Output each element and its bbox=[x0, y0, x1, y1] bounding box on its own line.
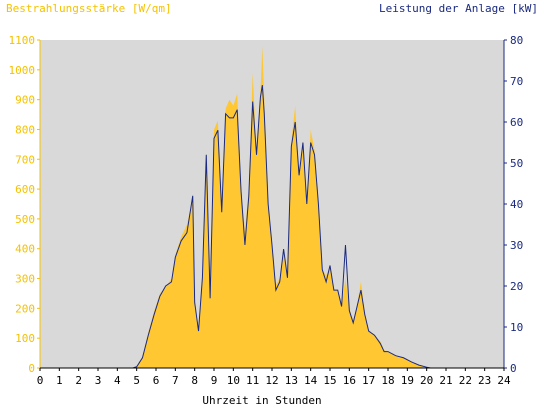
x-tick-label: 0 bbox=[37, 374, 44, 387]
x-ticks: 0 1 2 3 4 5 6 7 8 9 10 11 12 13 14 15 16 17 18 19 20 21 22 23 24 bbox=[37, 368, 511, 387]
x-tick-label: 15 bbox=[323, 374, 336, 387]
right-tick-label: 80 bbox=[510, 34, 523, 47]
power-line-layer bbox=[40, 85, 504, 369]
x-tick-label: 14 bbox=[304, 374, 318, 387]
x-tick-label: 2 bbox=[75, 374, 82, 387]
x-tick-label: 16 bbox=[343, 374, 356, 387]
x-tick-label: 8 bbox=[191, 374, 198, 387]
x-tick-label: 20 bbox=[420, 374, 433, 387]
left-tick-label: 100 bbox=[15, 332, 35, 345]
right-tick-label: 40 bbox=[510, 198, 523, 211]
x-tick-label: 18 bbox=[381, 374, 394, 387]
x-tick-label: 4 bbox=[114, 374, 121, 387]
left-tick-label: 200 bbox=[15, 302, 35, 315]
x-tick-label: 7 bbox=[172, 374, 179, 387]
left-tick-label: 400 bbox=[15, 243, 35, 256]
x-tick-label: 9 bbox=[211, 374, 218, 387]
x-tick-label: 17 bbox=[362, 374, 375, 387]
left-tick-label: 900 bbox=[15, 94, 35, 107]
right-tick-label: 10 bbox=[510, 321, 523, 334]
x-tick-label: 6 bbox=[153, 374, 160, 387]
left-tick-label: 1000 bbox=[9, 64, 36, 77]
x-tick-label: 21 bbox=[439, 374, 452, 387]
right-ticks: 0 10 20 30 40 50 60 70 80 bbox=[504, 34, 523, 375]
left-tick-label: 300 bbox=[15, 273, 35, 286]
x-tick-label: 19 bbox=[401, 374, 414, 387]
x-tick-label: 1 bbox=[56, 374, 63, 387]
right-tick-label: 0 bbox=[510, 362, 517, 375]
x-tick-label: 13 bbox=[285, 374, 298, 387]
right-tick-label: 70 bbox=[510, 75, 523, 88]
x-axis-title: Uhrzeit in Stunden bbox=[202, 394, 321, 407]
x-tick-label: 22 bbox=[459, 374, 472, 387]
right-tick-label: 50 bbox=[510, 157, 523, 170]
left-tick-label: 500 bbox=[15, 213, 35, 226]
right-tick-label: 20 bbox=[510, 280, 523, 293]
left-tick-label: 700 bbox=[15, 153, 35, 166]
left-tick-label: 1100 bbox=[9, 34, 36, 47]
left-tick-label: 800 bbox=[15, 123, 35, 136]
x-tick-label: 11 bbox=[246, 374, 259, 387]
power-line bbox=[40, 85, 504, 369]
x-tick-label: 10 bbox=[227, 374, 240, 387]
left-tick-label: 0 bbox=[28, 362, 35, 375]
left-tick-label: 600 bbox=[15, 183, 35, 196]
right-tick-label: 30 bbox=[510, 239, 523, 252]
x-tick-label: 12 bbox=[265, 374, 278, 387]
left-axis-title: Bestrahlungsstärke [W/qm] bbox=[6, 2, 172, 15]
irradiance-area-layer bbox=[40, 45, 504, 369]
x-tick-label: 23 bbox=[478, 374, 491, 387]
irradiance-area bbox=[40, 45, 504, 369]
right-axis-title: Leistung der Anlage [kW] bbox=[379, 2, 538, 15]
x-tick-label: 3 bbox=[95, 374, 102, 387]
left-ticks: 0 100 200 300 400 500 600 700 800 900 1000 1100 bbox=[9, 34, 40, 375]
right-tick-label: 60 bbox=[510, 116, 523, 129]
x-tick-label: 5 bbox=[133, 374, 140, 387]
x-tick-label: 24 bbox=[497, 374, 511, 387]
